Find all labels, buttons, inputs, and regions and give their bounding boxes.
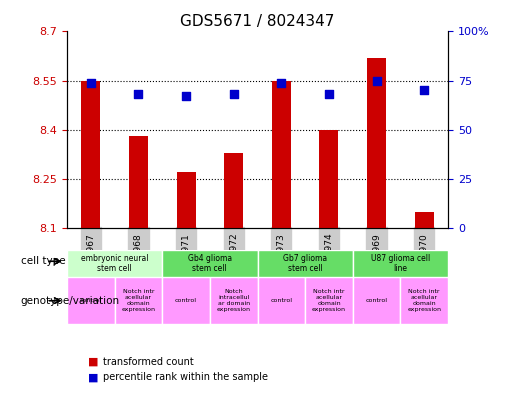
FancyBboxPatch shape [162, 277, 210, 324]
Bar [81, 81, 100, 228]
Text: ■: ■ [88, 356, 98, 367]
FancyBboxPatch shape [67, 277, 114, 324]
Bar [224, 152, 243, 228]
Text: control: control [270, 298, 293, 303]
Bar [129, 136, 148, 228]
Text: Notch intr
acellular
domain
expression: Notch intr acellular domain expression [312, 290, 346, 312]
Text: embryonic neural
stem cell: embryonic neural stem cell [81, 253, 148, 273]
Text: transformed count: transformed count [103, 356, 194, 367]
Text: control: control [366, 298, 388, 303]
Bar [177, 172, 196, 228]
Bar [367, 58, 386, 228]
FancyBboxPatch shape [353, 277, 401, 324]
Text: Notch intr
acellular
domain
expression: Notch intr acellular domain expression [407, 290, 441, 312]
Point [87, 79, 95, 86]
Text: Notch intr
acellular
domain
expression: Notch intr acellular domain expression [122, 290, 156, 312]
Point [277, 79, 285, 86]
Point [134, 91, 143, 97]
Text: U87 glioma cell
line: U87 glioma cell line [371, 253, 430, 273]
Text: control: control [80, 298, 102, 303]
FancyBboxPatch shape [401, 277, 448, 324]
Point [182, 93, 190, 99]
FancyBboxPatch shape [305, 277, 353, 324]
FancyBboxPatch shape [210, 277, 258, 324]
Point [325, 91, 333, 97]
FancyBboxPatch shape [353, 250, 448, 277]
Text: Notch
intracellul
ar domain
expression: Notch intracellul ar domain expression [217, 290, 251, 312]
FancyBboxPatch shape [258, 250, 353, 277]
Title: GDS5671 / 8024347: GDS5671 / 8024347 [180, 14, 335, 29]
Text: cell type: cell type [21, 256, 65, 266]
Bar [415, 211, 434, 228]
FancyBboxPatch shape [162, 250, 258, 277]
FancyBboxPatch shape [67, 250, 162, 277]
Text: Gb4 glioma
stem cell: Gb4 glioma stem cell [188, 253, 232, 273]
Point [420, 87, 428, 94]
Bar [319, 130, 338, 228]
Text: ■: ■ [88, 372, 98, 382]
FancyBboxPatch shape [258, 277, 305, 324]
Text: control: control [175, 298, 197, 303]
Text: genotype/variation: genotype/variation [21, 296, 119, 306]
Bar [272, 81, 291, 228]
Text: Gb7 glioma
stem cell: Gb7 glioma stem cell [283, 253, 327, 273]
Text: percentile rank within the sample: percentile rank within the sample [103, 372, 268, 382]
FancyBboxPatch shape [114, 277, 162, 324]
Point [230, 91, 238, 97]
Point [372, 77, 381, 84]
